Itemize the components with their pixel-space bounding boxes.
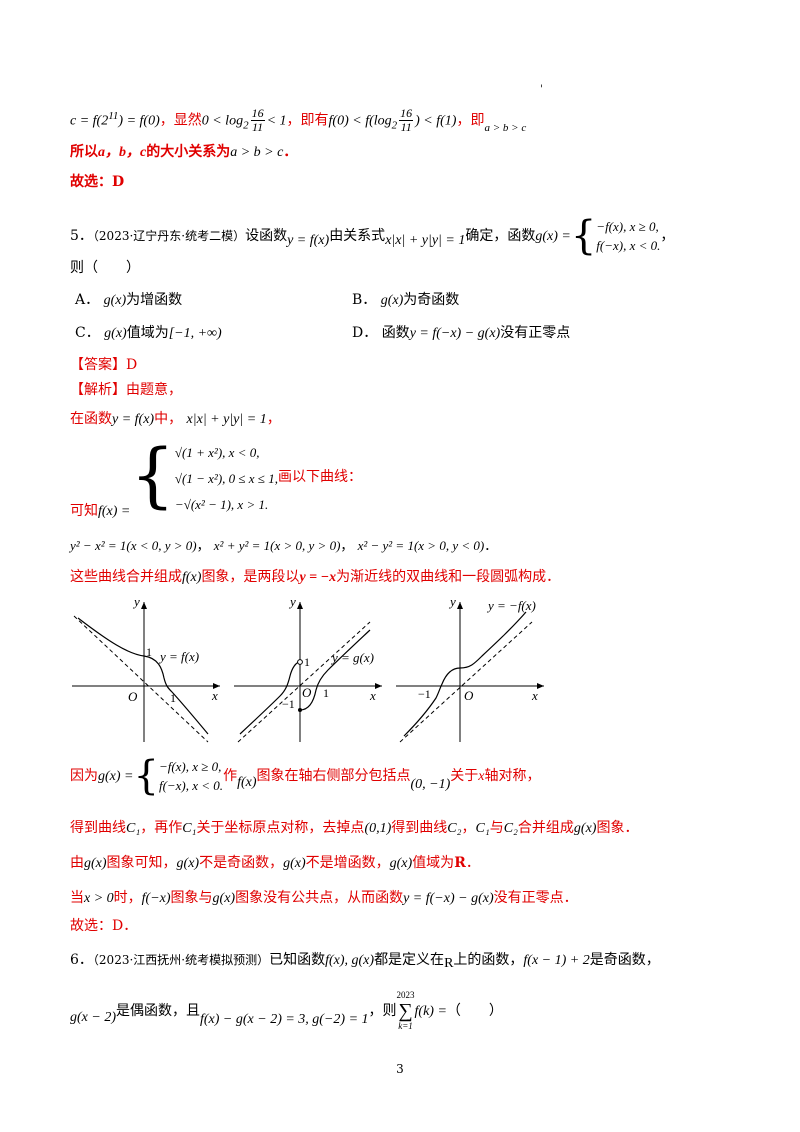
x-axis-label: x (211, 688, 218, 703)
origin-label: O (128, 689, 138, 704)
analysis-line-1: 在函数y = f(x)中， x|x| + y|y| = 1， (70, 411, 281, 427)
x-axis-arrow (213, 683, 220, 689)
question-6-stem: 6．（2023·江西抚州·统考模拟预测）已知函数f(x), g(x)都是定义在R… (70, 952, 660, 971)
y-axis-label: y (288, 596, 296, 609)
graph-neg-f: y x O −1 y = −f(x) (396, 596, 544, 743)
curve-label: y = f(x) (158, 649, 199, 664)
tick-label-x1: 1 (323, 686, 329, 700)
x-axis-arrow (375, 683, 382, 689)
after-line-2: 得到曲线C₁，再作C₁关于坐标原点对称，去掉点(0,1)得到曲线C₂，C₁与C₂… (70, 820, 639, 836)
curve-label: y = −f(x) (486, 598, 536, 613)
after-line-5: 故选：D． (70, 918, 138, 934)
tick-label-neg1: −1 (418, 687, 431, 701)
analysis-tag: 【解析】由题意， (70, 382, 182, 398)
piecewise-cases: √(1 + x²), x < 0, √(1 − x²), 0 ≤ x ≤ 1, −√… (174, 445, 278, 512)
curve-g-right (299, 629, 371, 711)
graph-f: y x O 1 1 y = f(x) (72, 596, 220, 743)
after-line-1: 因为g(x) ={−f(x), x ≥ 0, f(−x), x < 0. 作f(x)… (70, 753, 541, 799)
open-point (297, 659, 303, 665)
analysis-line-2: 可知f(x) ={√(1 + x²), x < 0, √(1 − x²), 0 ≤… (70, 434, 362, 519)
analysis-line-4: 这些曲线合并组成f(x)图象，是两段以y = −x为渐近线的双曲线和一段圆弧构成… (70, 569, 561, 585)
curve-neg-f (403, 611, 527, 737)
y-axis-label: y (448, 596, 456, 609)
fraction: 16 11 (399, 106, 414, 135)
graph-g: y x O 1 1 −1 y = g(x) (234, 596, 382, 743)
asymptote (237, 621, 371, 743)
x-axis-label: x (531, 688, 538, 703)
y-axis-arrow (297, 602, 303, 609)
x-axis-arrow (537, 683, 544, 689)
asymptote (73, 615, 209, 743)
tick-label-y1: 1 (146, 645, 152, 659)
question-5-stem: 5．（2023·辽宁丹东·统考二模）设函数y = f(x)由关系式x|x| + … (70, 213, 675, 259)
tick-label-neg1: −1 (282, 697, 295, 711)
option-a[interactable]: A． g(x)为增函数 (75, 292, 183, 308)
x-axis-label: x (369, 688, 376, 703)
page-number: 3 (396, 1062, 404, 1076)
after-line-3: 由g(x)图象可知，g(x)不是奇函数，g(x)不是增函数，g(x)值域为R． (70, 855, 480, 871)
option-b[interactable]: B． g(x)为奇函数 (352, 292, 460, 308)
analysis-line-3: y² − x² = 1(x < 0, y > 0)， x² + y² = 1(x… (70, 538, 498, 554)
option-c[interactable]: C． g(x)值域为[−1, +∞) (75, 325, 222, 341)
origin-label: O (302, 685, 312, 700)
fraction: 16 11 (250, 106, 265, 135)
question-5-stem-end: 则（ ） (70, 260, 140, 276)
closed-point (298, 708, 302, 712)
tick-label-x1: 1 (170, 691, 176, 705)
option-d[interactable]: D． 函数y = f(−x) − g(x)没有正零点 (352, 325, 571, 341)
tick-label-y1: 1 (304, 655, 310, 669)
stray-mark: ' (540, 84, 543, 95)
summation: 2023 ∑ k=1 (396, 990, 415, 1031)
piecewise-cases: −f(x), x ≥ 0, f(−x), x < 0. (596, 219, 661, 253)
answer-tag: 【答案】D (70, 357, 138, 373)
question-6-stem-2: g(x − 2)是偶函数，且f(x) − g(x − 2) = 3, g(−2)… (70, 990, 503, 1031)
solution-line-2: 所以a，b，c的大小关系为a > b > c． (70, 144, 298, 160)
y-axis-arrow (457, 602, 463, 609)
curve-g-left (239, 661, 301, 735)
solution-line-1: c = f(211) = f(0)，显然0 < log2 16 11 < 1，即有f(… (70, 106, 527, 135)
origin-label: O (464, 688, 474, 703)
curve-label: y = g(x) (330, 650, 374, 665)
curve-f (77, 617, 209, 735)
y-axis-label: y (132, 596, 140, 609)
after-line-4: 当x > 0时，f(−x)图象与g(x)图象没有公共点，从而函数y = f(−x… (70, 890, 578, 906)
asymptote (399, 621, 533, 743)
piecewise-cases: −f(x), x ≥ 0, f(−x), x < 0. (158, 759, 224, 793)
answer-choice: 故选：D (70, 174, 125, 190)
y-axis-arrow (141, 602, 147, 609)
